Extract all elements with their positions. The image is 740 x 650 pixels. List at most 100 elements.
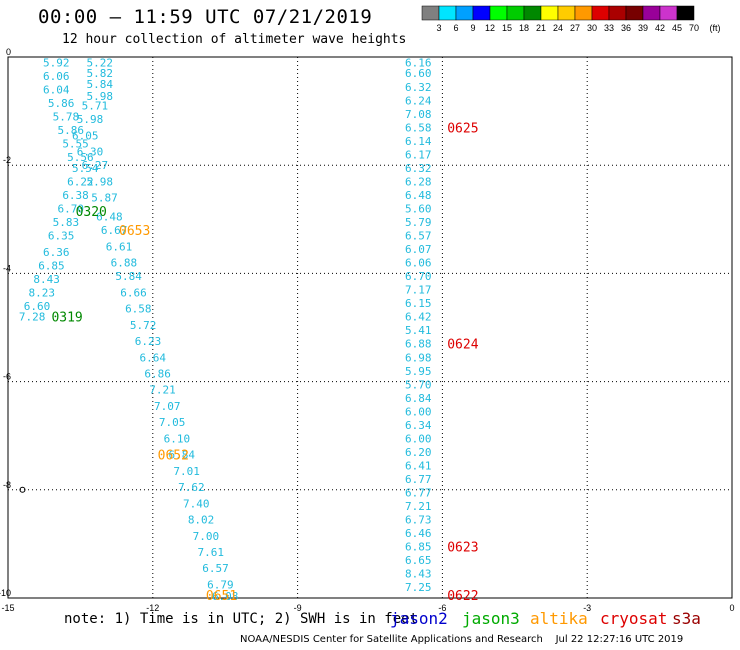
colorbar-tick-label: 42 <box>655 23 665 33</box>
wave-height-value: 6.77 <box>405 487 432 500</box>
wave-height-value: 6.28 <box>405 175 432 188</box>
wave-height-value: 6.46 <box>405 527 432 540</box>
wave-height-value: 6.57 <box>405 230 432 243</box>
wave-height-value: 5.83 <box>53 216 80 229</box>
wave-height-value: 7.01 <box>173 465 200 478</box>
wave-height-value: 7.25 <box>405 581 432 594</box>
colorbar-tick-label: 18 <box>519 23 529 33</box>
wave-height-value: 6.66 <box>120 286 147 299</box>
wave-height-value: 6.06 <box>43 70 70 83</box>
wave-height-value: 5.71 <box>82 100 109 113</box>
wave-height-value: 5.98 <box>77 113 104 126</box>
x-tick-label: 0 <box>729 603 734 613</box>
wave-height-value: 7.17 <box>405 284 432 297</box>
colorbar-tick-label: 33 <box>604 23 614 33</box>
wave-height-value: 5.87 <box>91 192 118 205</box>
wave-height-value: 6.36 <box>43 246 70 259</box>
wave-height-value: 6.38 <box>62 189 89 202</box>
wave-height-value: 6.67 <box>101 224 128 237</box>
wave-height-value: 6.58 <box>125 303 152 316</box>
credit-line: NOAA/NESDIS Center for Satellite Applica… <box>240 634 683 645</box>
wave-height-value: 6.10 <box>164 432 191 445</box>
wave-height-value: 6.41 <box>405 459 432 472</box>
wave-height-value: 7.21 <box>405 500 432 513</box>
wave-height-value: 6.15 <box>405 297 432 310</box>
wave-height-value: 5.86 <box>48 97 75 110</box>
footer-note: note: 1) Time is in UTC; 2) SWH is in fe… <box>64 611 419 627</box>
wave-height-value: 5.98 <box>86 90 113 103</box>
wave-height-value: 6.84 <box>169 449 196 462</box>
credit-text: NOAA/NESDIS Center for Satellite Applica… <box>240 634 543 645</box>
colorbar-tick-label: 39 <box>638 23 648 33</box>
wave-height-value: 6.86 <box>144 367 171 380</box>
wave-height-value: 6.61 <box>106 240 133 253</box>
wave-height-value: 6.88 <box>111 257 138 270</box>
wave-height-value: 6.60 <box>24 300 51 313</box>
pass-time-label: 0653 <box>119 224 150 239</box>
colorbar-legend: 3 6 9 12 15 18 21 24 27 30 33 36 39 42 45 70 (ft) <box>421 5 721 33</box>
wave-height-value: 6.24 <box>405 94 432 107</box>
wave-height-value: 6.35 <box>48 230 75 243</box>
wave-height-value: 6.07 <box>405 243 432 256</box>
wave-height-value: 5.72 <box>130 319 157 332</box>
wave-height-value: 6.88 <box>405 338 432 351</box>
wave-height-value: 6.70 <box>405 270 432 283</box>
colorbar-tick-label: 6 <box>453 23 458 33</box>
wave-height-value: 5.86 <box>57 124 84 137</box>
colorbar-tick-label: 9 <box>470 23 475 33</box>
y-tick-label: -2 <box>3 155 11 165</box>
wave-height-value: 6.85 <box>38 259 65 272</box>
wave-height-value: 6.70 <box>57 202 84 215</box>
pass-time-label: 0319 <box>51 311 82 326</box>
station-marker-icon <box>19 486 26 493</box>
wave-height-value: 5.60 <box>405 202 432 215</box>
wave-height-value: 8.43 <box>33 273 60 286</box>
wave-height-value: 6.17 <box>405 148 432 161</box>
colorbar-tick-label: 15 <box>502 23 512 33</box>
wave-height-value: 6.77 <box>405 473 432 486</box>
satellite-legend-cryosat: cryosat <box>600 609 668 628</box>
pass-time-label: 0624 <box>447 338 478 353</box>
wave-height-value: 6.30 <box>77 146 104 159</box>
y-tick-label: -6 <box>3 372 11 382</box>
wave-height-value: 5.84 <box>86 78 113 91</box>
wave-height-value: 5.70 <box>405 378 432 391</box>
satellite-legend-jason3: jason3 <box>462 609 520 628</box>
wave-height-value: 5.95 <box>405 365 432 378</box>
y-tick-label: -4 <box>3 263 11 273</box>
wave-height-value: 7.28 <box>19 311 46 324</box>
page-subtitle: 12 hour collection of altimeter wave hei… <box>62 32 407 47</box>
y-tick-label: -8 <box>3 480 11 490</box>
colorbar-tick-label: (ft) <box>710 23 721 33</box>
wave-height-value: 6.57 <box>202 562 229 575</box>
wave-height-value: 8.02 <box>188 514 215 527</box>
wave-height-value: 6.60 <box>405 67 432 80</box>
wave-height-value: 6.14 <box>405 135 432 148</box>
pass-time-label: 0625 <box>447 121 478 136</box>
colorbar-swatch <box>676 5 695 21</box>
wave-height-value: 6.20 <box>405 446 432 459</box>
wave-height-value: 5.78 <box>53 111 80 124</box>
colorbar-tick-label: 45 <box>672 23 682 33</box>
colorbar-tick-label: 24 <box>553 23 563 33</box>
wave-height-value: 7.40 <box>183 497 210 510</box>
wave-height-value: 5.92 <box>43 56 70 69</box>
wave-height-value: 7.61 <box>197 546 224 559</box>
wave-height-value: 5.54 <box>72 162 99 175</box>
y-tick-label: 0 <box>6 47 11 57</box>
wave-height-value: 6.00 <box>405 432 432 445</box>
wave-height-value: 7.62 <box>178 481 205 494</box>
wave-height-value: 8.43 <box>405 568 432 581</box>
colorbar-tick-label: 21 <box>536 23 546 33</box>
wave-height-value: 6.23 <box>135 335 162 348</box>
wave-height-value: 6.22 <box>67 175 94 188</box>
wave-height-value: 6.00 <box>405 405 432 418</box>
pass-time-label: 0652 <box>158 449 189 464</box>
x-tick-label: -3 <box>583 603 591 613</box>
wave-height-value: 6.05 <box>72 129 99 142</box>
wave-height-value: 5.56 <box>67 151 94 164</box>
wave-height-value: 6.34 <box>405 419 432 432</box>
wave-height-value: 5.82 <box>86 67 113 80</box>
wave-height-value: 7.00 <box>193 530 220 543</box>
